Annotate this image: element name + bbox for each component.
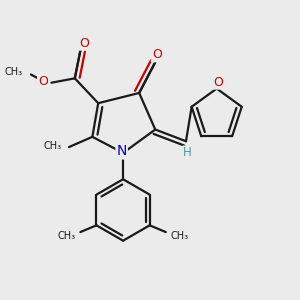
Text: O: O [152,48,162,62]
Text: O: O [79,37,89,50]
Text: CH₃: CH₃ [58,231,76,241]
Text: O: O [213,76,223,88]
Text: N: N [116,145,127,158]
Text: O: O [38,75,48,88]
Text: CH₃: CH₃ [4,67,22,77]
Text: CH₃: CH₃ [170,231,188,241]
Text: CH₃: CH₃ [44,142,62,152]
Text: H: H [183,146,192,159]
